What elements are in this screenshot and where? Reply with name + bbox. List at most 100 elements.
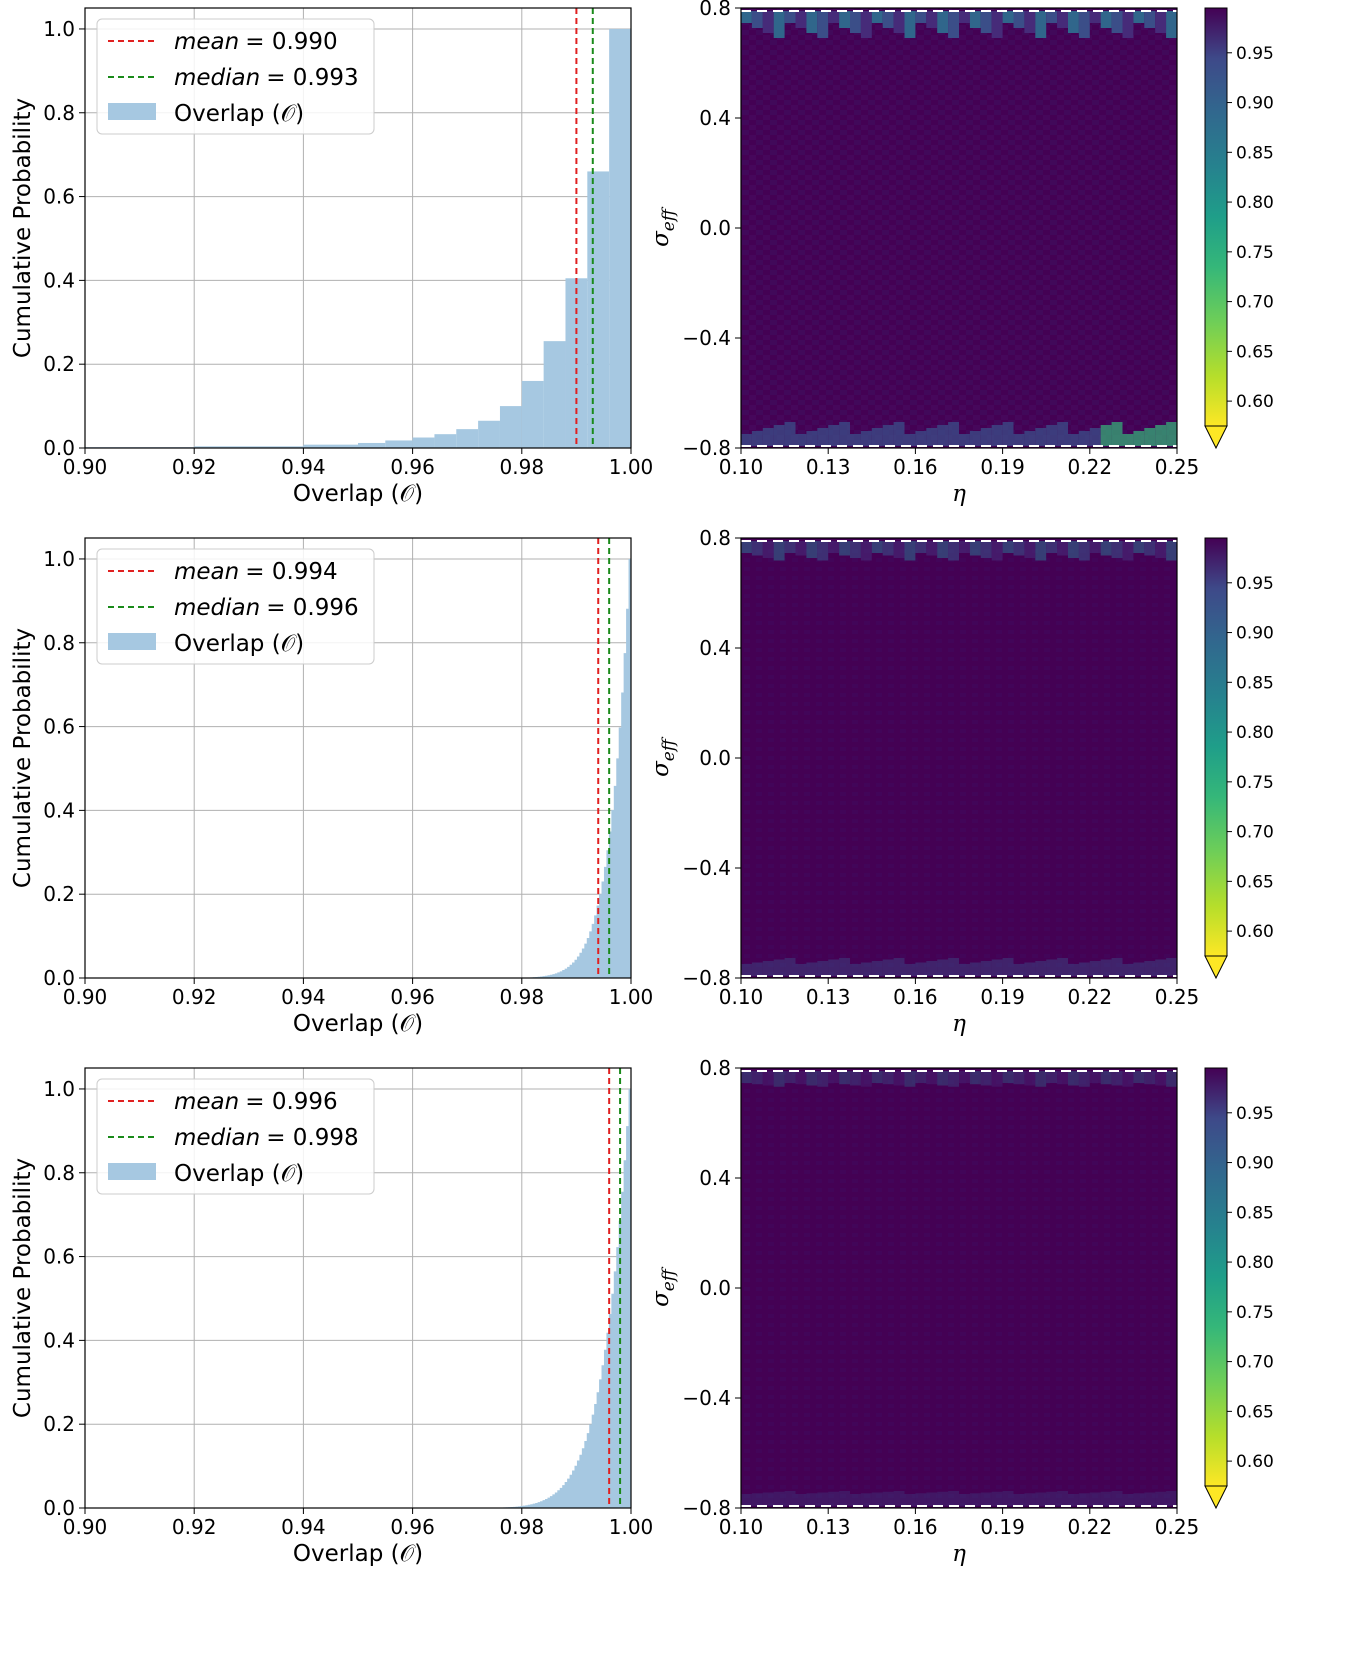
heatmap-top-edge-cell — [1057, 1071, 1068, 1085]
heatmap-bottom-edge-cell — [784, 958, 796, 976]
legend-mean-value: = 0.994 — [245, 559, 337, 585]
heatmap-top-edge-cell — [1078, 1071, 1090, 1087]
heatmap-bottom-edge-cell — [1078, 431, 1090, 446]
heatmap-bottom-edge-cell — [1089, 428, 1101, 446]
x-tick-label: 1.00 — [609, 1515, 654, 1539]
colorbar-tick-label: 0.60 — [1236, 1452, 1274, 1472]
x-tick-label: 0.10 — [719, 985, 764, 1009]
y-tick-label: 0.0 — [699, 746, 731, 770]
heatmap-top-edge-cell — [1155, 541, 1167, 558]
x-tick-label: 1.00 — [609, 455, 654, 479]
heatmap-bottom-edge-cell — [893, 1491, 905, 1506]
heatmap-top-edge-cell — [1024, 541, 1036, 558]
heatmap-top-edge-cell — [904, 1071, 916, 1087]
heatmap-bottom-edge-cell — [904, 964, 916, 976]
x-tick-label: 0.13 — [806, 455, 851, 479]
x-tick-label: 0.96 — [390, 1515, 435, 1539]
heatmap-bottom-edge-cell — [1002, 958, 1014, 976]
heatmap-top-edge-cell — [817, 11, 829, 38]
colorbar-gradient — [1204, 1067, 1228, 1487]
heatmap-top-edge-cell — [1166, 11, 1177, 38]
heatmap-bottom-edge-cell — [969, 962, 981, 976]
colorbar-tick-label: 0.70 — [1236, 293, 1274, 313]
x-tick-label: 0.10 — [719, 455, 764, 479]
x-tick-label: 0.92 — [172, 455, 217, 479]
y-tick-label: 0.4 — [43, 268, 75, 292]
heatmap-top-edge-cell — [839, 1071, 850, 1085]
axes-frame — [84, 1067, 632, 1509]
heatmap-bottom-edge-cell — [762, 428, 774, 446]
heatmap-top-edge-cell — [860, 11, 872, 38]
y-axis-label: σeff — [648, 736, 679, 777]
y-tick-label: 0.6 — [43, 715, 75, 739]
heatmap-bottom-edge-cell — [741, 1494, 752, 1506]
heatmap-bottom-edge-cell — [1046, 959, 1058, 976]
heatmap-bottom-edge-cell — [741, 434, 752, 446]
heatmap-top-edge-cell — [1133, 11, 1145, 23]
heatmap-top-edge-cell — [937, 11, 949, 33]
x-tick-label: 0.13 — [806, 1515, 851, 1539]
y-tick-label: 0.4 — [43, 798, 75, 822]
heatmap-bottom-edge-cell — [1035, 961, 1047, 976]
x-tick-label: 0.22 — [1068, 1515, 1113, 1539]
legend-median-value: = 0.998 — [266, 1125, 358, 1151]
axes-frame — [84, 7, 632, 449]
heatmap-top-edge-cell — [784, 1071, 796, 1083]
heatmap-bottom-edge-cell — [1111, 1491, 1123, 1506]
heatmap-top-edge-cell — [948, 11, 959, 38]
heatmap-top-edge-cell — [1089, 11, 1101, 23]
heatmap-top-edge-cell — [1078, 11, 1090, 38]
heatmap-bottom-edge-cell — [959, 1494, 970, 1506]
colorbar-tick-label: 0.65 — [1236, 872, 1274, 892]
heatmap-bottom-edge-cell — [1057, 422, 1068, 446]
y-tick-label: 0.6 — [43, 1245, 75, 1269]
x-tick-label: 0.96 — [390, 985, 435, 1009]
heatmap-bottom-edge-cell — [1133, 1493, 1145, 1506]
x-axis-label: η — [952, 1541, 966, 1567]
x-tick-label: 0.90 — [63, 985, 108, 1009]
heatmap-top-edge-cell — [1002, 1071, 1014, 1083]
colorbar-gradient — [1204, 7, 1228, 427]
heatmap-top-edge-cell — [1046, 11, 1058, 23]
heatmap-bottom-edge-cell — [1166, 1491, 1177, 1506]
x-tick-label: 0.16 — [893, 455, 938, 479]
x-tick-label: 0.22 — [1068, 455, 1113, 479]
y-tick-label: −0.4 — [682, 326, 731, 350]
x-tick-label: 0.94 — [281, 985, 326, 1009]
y-axis-label-subscript: eff — [659, 736, 679, 761]
heatmap-bottom-edge-cell — [1111, 958, 1123, 976]
y-tick-label: 0.2 — [43, 352, 75, 376]
x-tick-label: 0.19 — [980, 985, 1025, 1009]
heatmap-bottom-edge-cell — [1002, 422, 1014, 446]
colorbar-tick-label: 0.60 — [1236, 922, 1274, 942]
heatmap-top-edge-cell — [1068, 11, 1079, 33]
legend: mean = 0.994 median = 0.996 Overlap (𝒪) — [96, 548, 375, 665]
y-tick-label: 0.8 — [43, 101, 75, 125]
histogram-bars — [385, 1088, 631, 1508]
y-tick-label: 0.8 — [43, 631, 75, 655]
heatmap-bottom-edge-cell — [1155, 959, 1167, 976]
x-tick-label: 0.10 — [719, 1515, 764, 1539]
heatmap-bottom-edge-cell — [1100, 959, 1112, 976]
y-tick-label: 1.0 — [43, 1077, 75, 1101]
heatmap-top-edge-cell — [1002, 11, 1014, 23]
heatmap-bottom-edge-cell — [893, 958, 905, 976]
colorbar-tick-label: 0.90 — [1236, 94, 1274, 114]
heatmap-bottom-edge-cell — [1133, 431, 1145, 446]
legend-median-text: median = 0.996 — [174, 595, 359, 621]
heatmap-top-edge-cell — [1144, 11, 1156, 28]
heatmap-top-edge-cell — [762, 1071, 774, 1086]
y-tick-label: 0.4 — [699, 106, 731, 130]
colorbar-extend-arrow — [1204, 1485, 1228, 1510]
y-axis-label-main: σ — [648, 760, 674, 777]
heatmap-bottom-edge-cell — [1133, 962, 1145, 976]
heatmap-top-edge-cell — [1089, 541, 1101, 553]
y-tick-label: −0.4 — [682, 856, 731, 880]
heatmap-top-edge-cell — [948, 1071, 959, 1087]
heatmap-bottom-edge-cell — [980, 961, 992, 976]
heatmap-bottom-edge-cell — [937, 959, 949, 976]
heatmap-top-edge-cell — [915, 541, 927, 553]
heatmap-bottom-edge-cell — [817, 1492, 829, 1506]
heatmap-top-edge-cell — [948, 541, 959, 561]
colorbar-extend-arrow — [1204, 955, 1228, 980]
